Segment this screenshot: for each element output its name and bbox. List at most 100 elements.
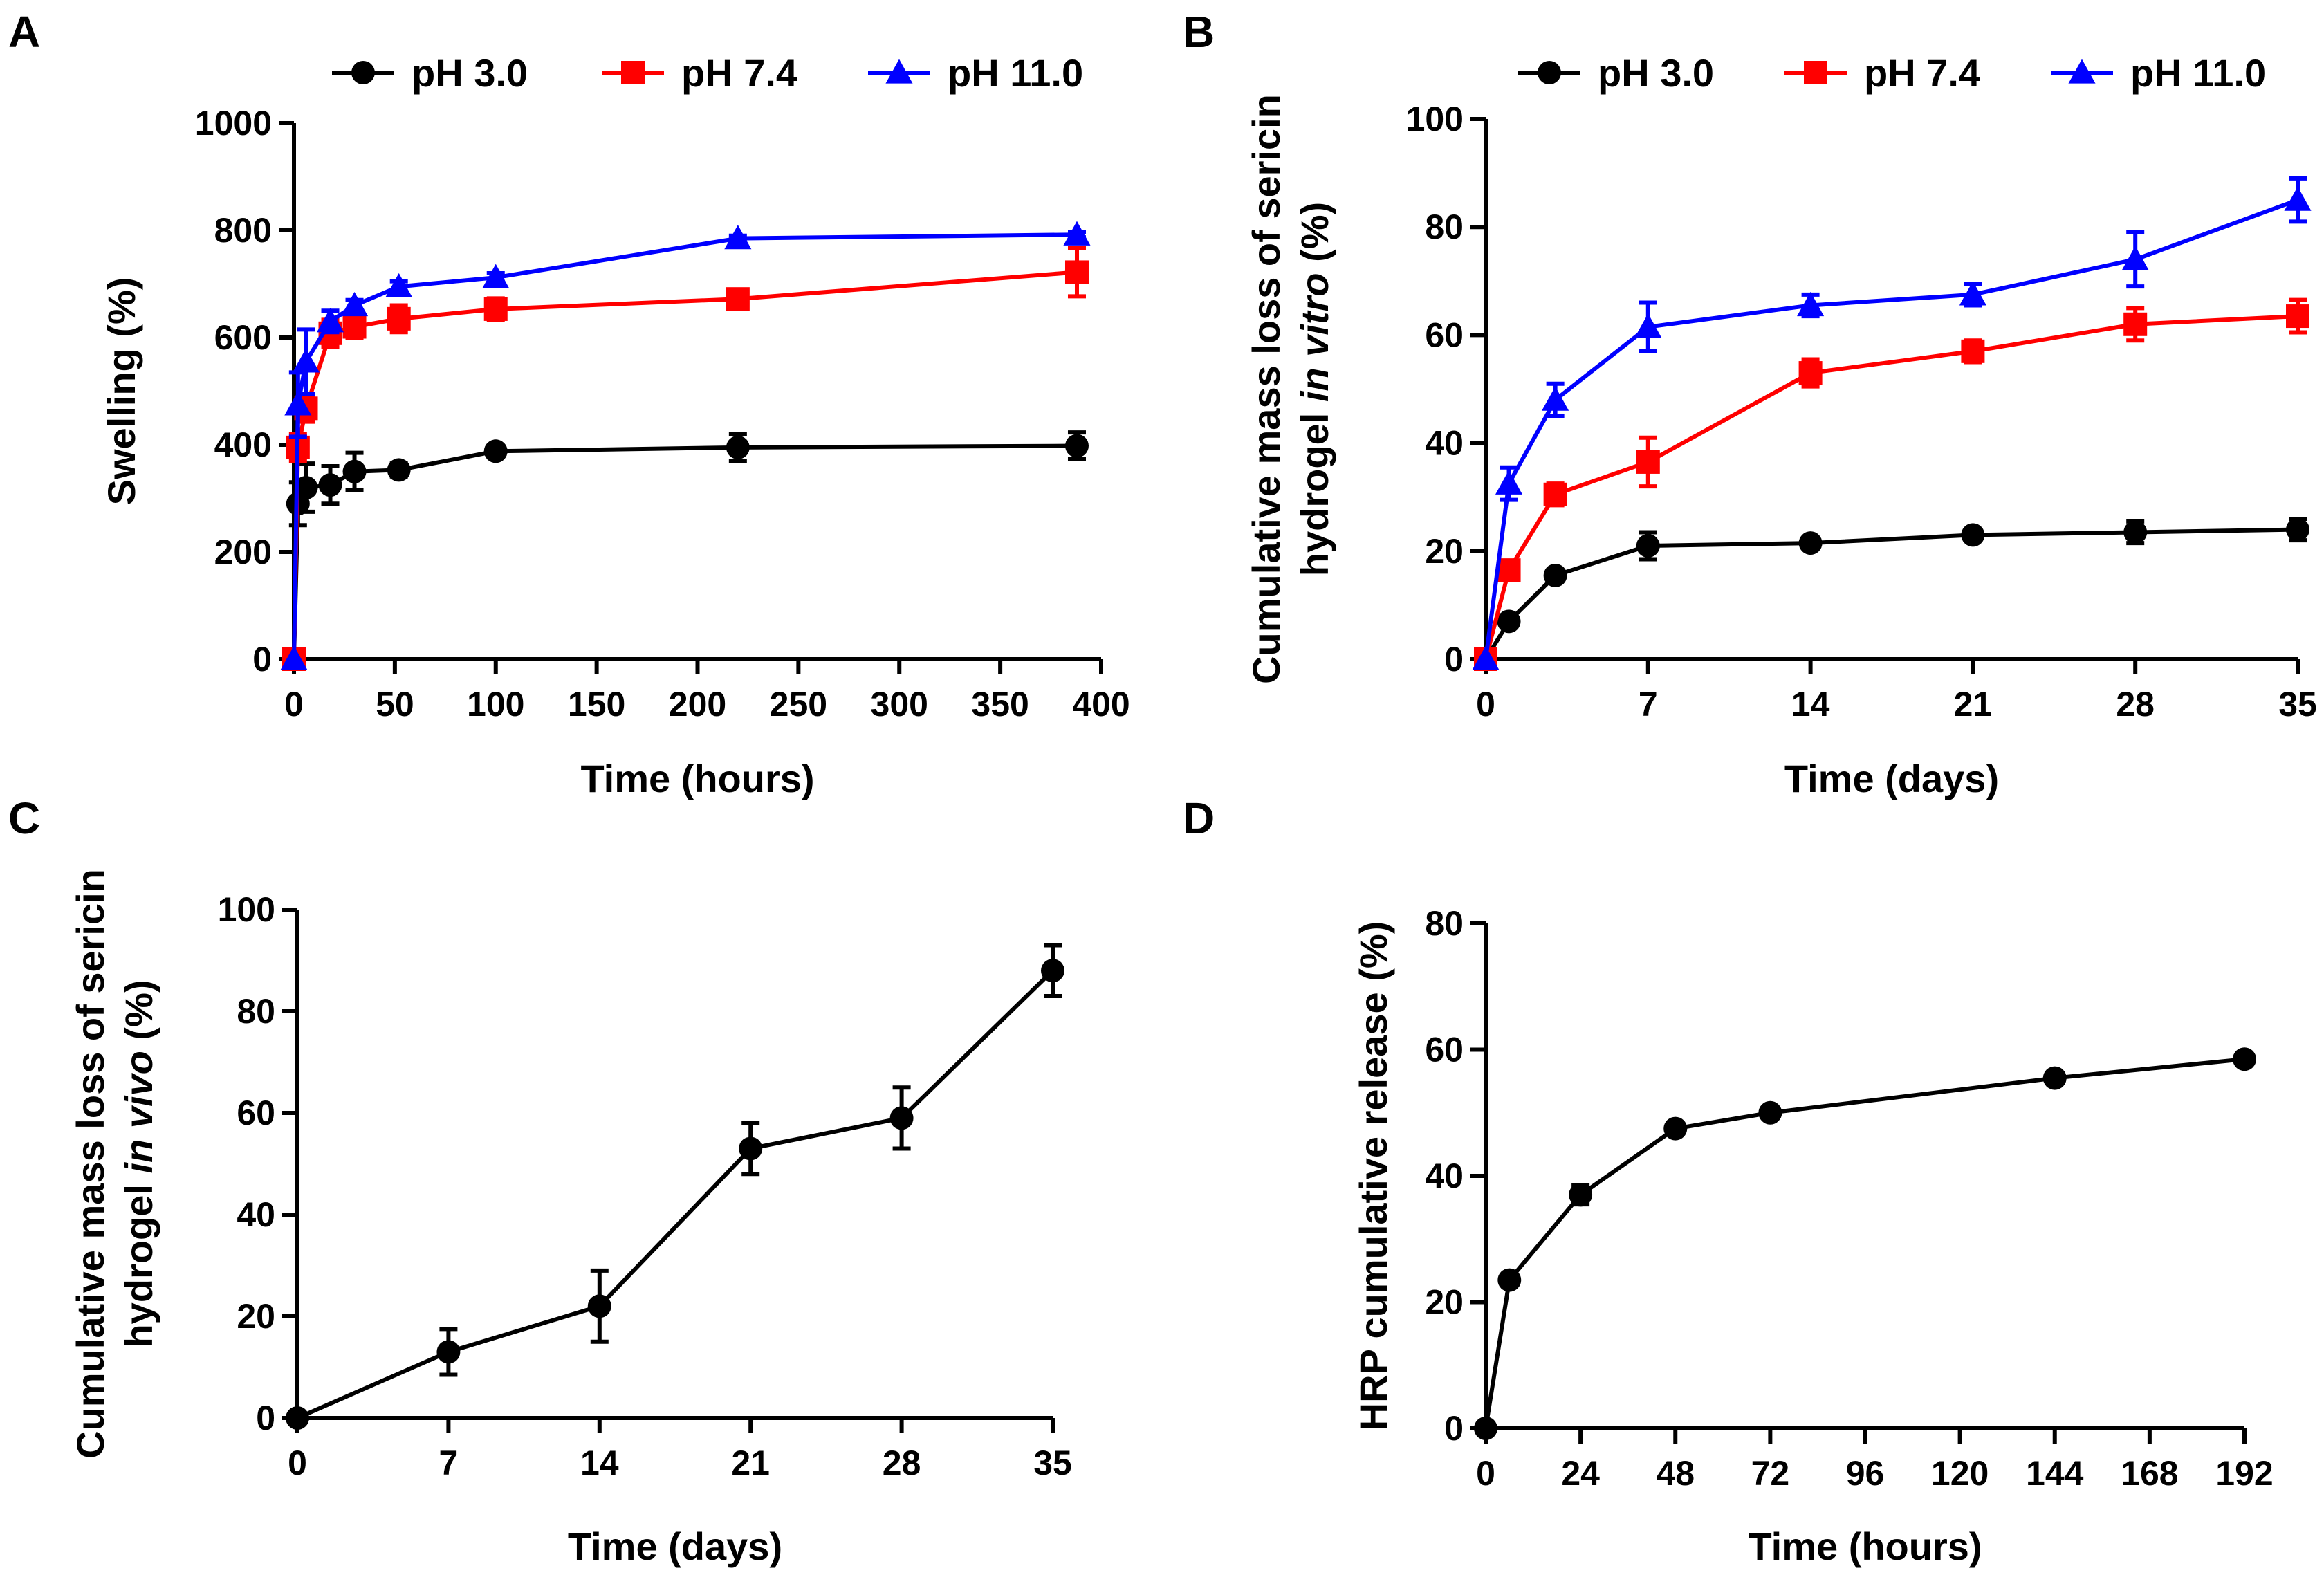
legend-marker bbox=[885, 59, 913, 84]
x-tick-label: 168 bbox=[2121, 1454, 2178, 1493]
legend-marker bbox=[1804, 61, 1827, 84]
x-tick-label: 14 bbox=[1791, 685, 1830, 724]
x-tick-label: 350 bbox=[971, 685, 1029, 724]
data-point bbox=[2121, 246, 2149, 270]
y-tick-label: 80 bbox=[1425, 904, 1464, 943]
data-point bbox=[342, 459, 367, 483]
data-point bbox=[294, 476, 318, 499]
chart-panel-a: 0 200 400 600 800 1000 0 50 100 150 200 250 300 350 40… bbox=[100, 51, 1130, 800]
data-point bbox=[1542, 386, 1569, 411]
x-tick-label: 200 bbox=[669, 685, 726, 724]
y-axis-title-line1: Cumulative mass loss of sericin bbox=[1244, 94, 1288, 684]
y-axis-title: HRP cumulative release (%) bbox=[1352, 921, 1395, 1431]
series-line bbox=[1484, 198, 2299, 660]
x-axis-title: Time (hours) bbox=[580, 757, 814, 800]
y-axis-title-line1: Cumulative mass loss of sericin bbox=[68, 869, 112, 1459]
y-axis-title-suffix: (%) bbox=[1293, 202, 1336, 273]
data-point bbox=[2284, 186, 2312, 211]
y-tick-label: 0 bbox=[1444, 1409, 1464, 1448]
y-tick-label: 0 bbox=[1444, 640, 1464, 679]
x-tick-label: 120 bbox=[1931, 1454, 1989, 1493]
x-tick-label: 72 bbox=[1751, 1454, 1790, 1493]
data-point bbox=[1961, 339, 1985, 363]
panel-letter-c: C bbox=[8, 793, 40, 843]
legend-marker bbox=[621, 61, 645, 84]
x-tick-label: 100 bbox=[467, 685, 524, 724]
x-tick-label: 0 bbox=[1476, 1454, 1495, 1493]
x-tick-label: 21 bbox=[731, 1444, 770, 1482]
y-tick-label: 600 bbox=[214, 318, 272, 357]
y-axis-title-prefix: hydrogel bbox=[1293, 402, 1336, 576]
panel-letter-b: B bbox=[1183, 7, 1215, 57]
legend-marker bbox=[2068, 59, 2096, 84]
legend-marker bbox=[1538, 61, 1561, 84]
data-point bbox=[436, 1340, 461, 1364]
data-point bbox=[1798, 361, 1823, 385]
data-point bbox=[724, 225, 752, 250]
legend-label: pH 3.0 bbox=[1598, 51, 1714, 95]
y-tick-label: 60 bbox=[1425, 315, 1464, 354]
y-tick-label: 0 bbox=[256, 1399, 275, 1437]
data-point bbox=[284, 391, 312, 416]
data-point bbox=[2123, 520, 2148, 544]
legend: pH 3.0 pH 7.4 pH 11.0 bbox=[1518, 51, 2266, 95]
legend-label: pH 7.4 bbox=[681, 51, 797, 95]
data-point bbox=[1543, 482, 1567, 506]
y-tick-label: 80 bbox=[1425, 208, 1464, 246]
data-point bbox=[387, 306, 411, 331]
data-point bbox=[739, 1136, 763, 1161]
y-tick-label: 20 bbox=[1425, 532, 1464, 571]
data-point bbox=[482, 264, 510, 288]
data-point bbox=[340, 291, 369, 317]
data-point bbox=[1474, 1417, 1497, 1440]
data-point bbox=[1797, 291, 1825, 317]
legend-label: pH 3.0 bbox=[412, 51, 528, 95]
x-tick-label: 300 bbox=[871, 685, 928, 724]
series-line bbox=[296, 969, 1055, 1420]
x-tick-label: 24 bbox=[1561, 1454, 1600, 1493]
data-point bbox=[1064, 260, 1089, 284]
data-point bbox=[2042, 1066, 2067, 1090]
data-point bbox=[1663, 1116, 1688, 1141]
data-point bbox=[726, 287, 750, 311]
data-point bbox=[483, 297, 508, 321]
series-line bbox=[292, 443, 1078, 660]
data-point bbox=[1495, 470, 1523, 495]
y-tick-label: 60 bbox=[237, 1094, 275, 1132]
data-point bbox=[2286, 517, 2309, 542]
x-tick-label: 28 bbox=[883, 1444, 921, 1482]
chart-panel-c: 0 20 40 60 80 100 0 7 14 21 28 35 Time (days) Cumulat… bbox=[68, 869, 1072, 1568]
data-point bbox=[318, 473, 342, 497]
series-ph-7-4 bbox=[1474, 297, 2309, 671]
data-point bbox=[1543, 563, 1567, 587]
y-tick-label: 0 bbox=[252, 640, 272, 679]
data-point bbox=[1636, 450, 1660, 474]
x-tick-label: 35 bbox=[2278, 685, 2317, 724]
legend-label: pH 11.0 bbox=[2130, 51, 2266, 95]
data-point bbox=[483, 439, 508, 463]
data-point bbox=[292, 348, 320, 373]
y-axis-title-line2: hydrogel in vivo (%) bbox=[117, 979, 160, 1347]
series-hrp bbox=[1474, 1047, 2256, 1440]
x-tick-label: 21 bbox=[1954, 685, 1993, 724]
x-tick-label: 35 bbox=[1033, 1444, 1072, 1482]
x-tick-label: 150 bbox=[568, 685, 625, 724]
data-point bbox=[1569, 1183, 1593, 1207]
data-point bbox=[1634, 313, 1662, 338]
x-tick-label: 0 bbox=[1476, 685, 1495, 724]
x-tick-label: 14 bbox=[580, 1444, 619, 1482]
x-tick-label: 0 bbox=[284, 685, 304, 724]
y-tick-label: 40 bbox=[237, 1195, 275, 1234]
panel-letter-d: D bbox=[1183, 793, 1215, 843]
data-point bbox=[1041, 959, 1064, 983]
y-tick-label: 20 bbox=[237, 1297, 275, 1336]
data-point bbox=[280, 645, 308, 670]
y-tick-label: 80 bbox=[237, 992, 275, 1031]
legend-label: pH 11.0 bbox=[948, 51, 1083, 95]
series-ph-11-0 bbox=[1472, 176, 2312, 670]
data-point bbox=[1636, 533, 1660, 558]
data-point bbox=[2233, 1047, 2256, 1071]
legend-label: pH 7.4 bbox=[1864, 51, 1980, 95]
y-tick-label: 100 bbox=[1406, 100, 1464, 138]
x-tick-label: 250 bbox=[770, 685, 827, 724]
